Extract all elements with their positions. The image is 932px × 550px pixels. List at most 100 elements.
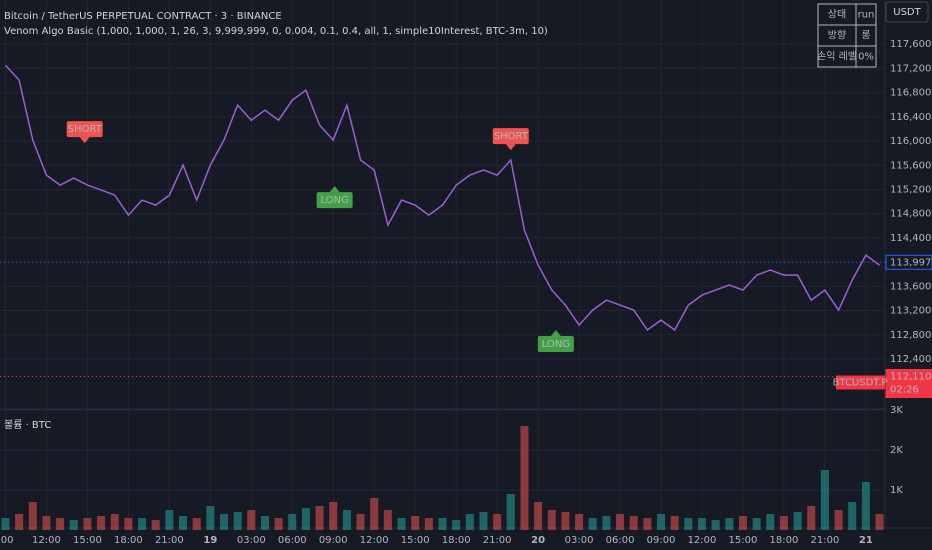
volume-bar: [356, 514, 365, 530]
volume-bar: [820, 470, 829, 530]
volume-bar: [752, 518, 761, 530]
volume-bar: [493, 514, 502, 530]
status-table: 상태 run 방향 롱손익 레벨 0%: [817, 3, 877, 68]
y-tick-label: 112,400.0: [890, 354, 932, 365]
x-tick-label: 19: [203, 535, 217, 546]
y-tick-label: 117,200.0: [890, 63, 932, 74]
y-tick-label: 2K: [890, 445, 903, 456]
volume-bar: [83, 518, 92, 530]
y-tick-label: 114,400.0: [890, 233, 932, 244]
signal-pointer: [79, 137, 90, 144]
volume-bar: [424, 518, 433, 530]
x-tick-label: 12:00: [360, 535, 389, 546]
volume-bar: [247, 510, 256, 530]
volume-bar: [138, 518, 147, 530]
volume-bar: [274, 518, 283, 530]
volume-bar: [411, 516, 420, 530]
x-tick-label: 21:00: [483, 535, 512, 546]
volume-bar: [342, 510, 351, 530]
volume-bar: [588, 518, 597, 530]
volume-bar: [438, 518, 447, 530]
volume-bar: [15, 514, 24, 530]
table-cell-text: 롱: [861, 30, 870, 42]
volume-bar: [807, 506, 816, 530]
y-tick-label: 116,400.0: [890, 112, 932, 123]
price-tag-label: 113,997.4: [890, 257, 932, 268]
volume-bar: [725, 518, 734, 530]
x-tick-label: 18:00: [114, 535, 143, 546]
volume-bar: [520, 426, 529, 530]
volume-bar: [506, 494, 515, 530]
volume-bar: [602, 516, 611, 530]
volume-bar: [260, 516, 269, 530]
signal-label: SHORT: [494, 131, 529, 142]
volume-bar: [219, 514, 228, 530]
volume-bar: [479, 512, 488, 530]
y-tick-label: 117,600.0: [890, 39, 932, 50]
x-tick-label: 20: [531, 535, 545, 546]
volume-bar: [766, 514, 775, 530]
signal-label: LONG: [320, 195, 348, 206]
volume-bar: [848, 502, 857, 530]
symbol-tag-label: BTCUSDT.P: [833, 378, 888, 389]
x-tick-label: 21:00: [810, 535, 839, 546]
volume-bar: [629, 516, 638, 530]
y-tick-label: 116,000.0: [890, 136, 932, 147]
volume-bar: [534, 502, 543, 530]
x-tick-label: 09:00: [319, 535, 348, 546]
volume-bar: [465, 514, 474, 530]
y-tick-label: 115,200.0: [890, 184, 932, 195]
x-tick-label: 21:00: [155, 535, 184, 546]
volume-bar: [657, 514, 666, 530]
volume-bar: [547, 510, 556, 530]
volume-bar: [151, 520, 160, 530]
indicator-title: Venom Algo Basic (1,000, 1,000, 1, 26, 3…: [4, 26, 548, 37]
volume-bar: [56, 518, 65, 530]
y-tick-label: 3K: [890, 405, 903, 416]
signal-box: [537, 336, 574, 353]
currency-button[interactable]: [885, 1, 929, 23]
x-tick-label: 15:00: [729, 535, 758, 546]
volume-bar: [875, 514, 884, 530]
signal-box: [492, 128, 529, 145]
volume-bar: [616, 514, 625, 530]
y-tick-label: 1K: [890, 485, 903, 496]
price-tag-countdown: 02:26: [890, 385, 919, 396]
table-cell-text: 방향: [828, 30, 846, 42]
x-tick-label: 12:00: [32, 535, 61, 546]
plot: :00 12:00 15:00 18:00 21:00 19 03:00 06:00 09:00…: [0, 39, 932, 546]
volume-bar: [834, 510, 843, 530]
y-tick-label: 113,200.0: [890, 306, 932, 317]
x-tick-label: 03:00: [565, 535, 594, 546]
x-tick-label: 06:00: [278, 535, 307, 546]
volume-bar: [288, 514, 297, 530]
signal-label: SHORT: [68, 124, 103, 135]
volume-bar: [179, 516, 188, 530]
volume-bar: [670, 516, 679, 530]
x-tick-label: 09:00: [647, 535, 676, 546]
x-tick-label: 18:00: [770, 535, 799, 546]
volume-bar: [793, 512, 802, 530]
signal-pointer: [329, 186, 340, 193]
volume-bar: [643, 518, 652, 530]
symbol-tag: [836, 375, 885, 390]
volume-bar: [561, 512, 570, 530]
volume-bar: [206, 506, 215, 530]
x-tick-label: 12:00: [688, 535, 717, 546]
price-tag-label: 112,110.2: [890, 372, 932, 383]
volume-bar: [301, 508, 310, 530]
volume-bar: [383, 510, 392, 530]
volume-bar: [779, 516, 788, 530]
x-tick-label: 15:00: [73, 535, 102, 546]
x-tick-label: 15:00: [401, 535, 430, 546]
y-tick-label: 113,600.0: [890, 281, 932, 292]
x-tick-label: 18:00: [442, 535, 471, 546]
signal-pointer: [505, 144, 516, 151]
volume-bar: [315, 506, 324, 530]
currency-label[interactable]: USDT: [893, 7, 921, 18]
volume-bar: [97, 516, 106, 530]
volume-bar: [69, 520, 78, 530]
volume-title: 볼륨 · BTC: [4, 419, 51, 431]
